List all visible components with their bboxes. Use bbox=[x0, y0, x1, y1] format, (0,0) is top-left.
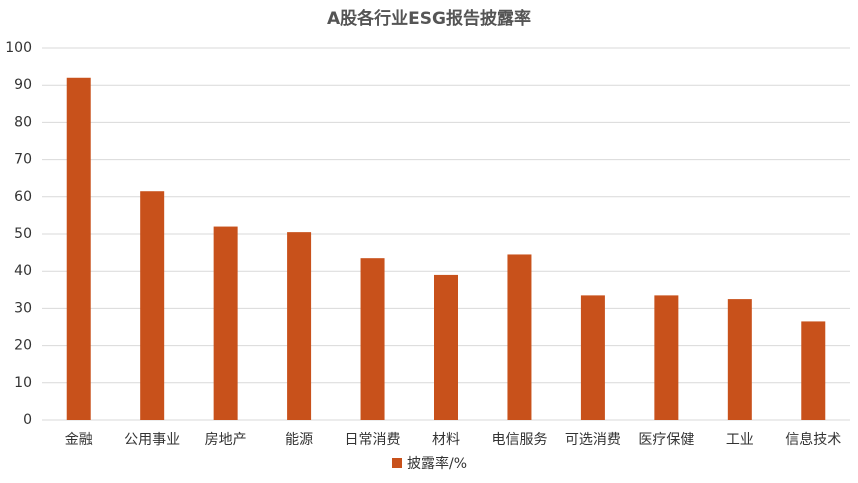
bar bbox=[287, 232, 312, 420]
y-tick-label: 60 bbox=[14, 189, 32, 205]
x-tick-label: 可选消费 bbox=[565, 432, 621, 448]
y-tick-label: 90 bbox=[14, 77, 32, 93]
bar bbox=[580, 295, 605, 420]
x-tick-label: 材料 bbox=[432, 432, 460, 448]
x-tick-label: 工业 bbox=[726, 432, 754, 448]
bar bbox=[66, 77, 91, 420]
y-tick-label: 30 bbox=[14, 300, 32, 316]
bar bbox=[727, 299, 752, 420]
chart-title: A股各行业ESG报告披露率 bbox=[327, 8, 531, 29]
bar bbox=[654, 295, 679, 420]
y-tick-label: 10 bbox=[14, 375, 32, 391]
x-tick-label: 日常消费 bbox=[345, 432, 401, 448]
x-tick-label: 电信服务 bbox=[491, 432, 547, 448]
legend-label: 披露率/% bbox=[407, 455, 467, 472]
x-tick-label: 金融 bbox=[65, 432, 93, 448]
y-tick-label: 0 bbox=[23, 412, 32, 428]
x-tick-label: 房地产 bbox=[205, 432, 247, 448]
y-tick-label: 80 bbox=[14, 114, 32, 130]
y-tick-label: 50 bbox=[14, 226, 32, 242]
bar bbox=[140, 191, 165, 420]
bar bbox=[360, 258, 385, 420]
bar bbox=[507, 254, 532, 420]
x-tick-label: 医疗保健 bbox=[638, 432, 694, 448]
bar bbox=[434, 274, 458, 420]
bar bbox=[213, 226, 238, 420]
bar bbox=[801, 321, 826, 420]
y-tick-label: 20 bbox=[14, 338, 32, 354]
x-tick-label: 信息技术 bbox=[785, 431, 841, 448]
y-tick-label: 100 bbox=[5, 40, 32, 56]
y-tick-label: 70 bbox=[14, 152, 32, 168]
legend-swatch bbox=[392, 458, 402, 468]
x-tick-label: 能源 bbox=[285, 432, 313, 448]
y-tick-label: 40 bbox=[14, 263, 32, 279]
x-tick-label: 公用事业 bbox=[124, 432, 180, 448]
